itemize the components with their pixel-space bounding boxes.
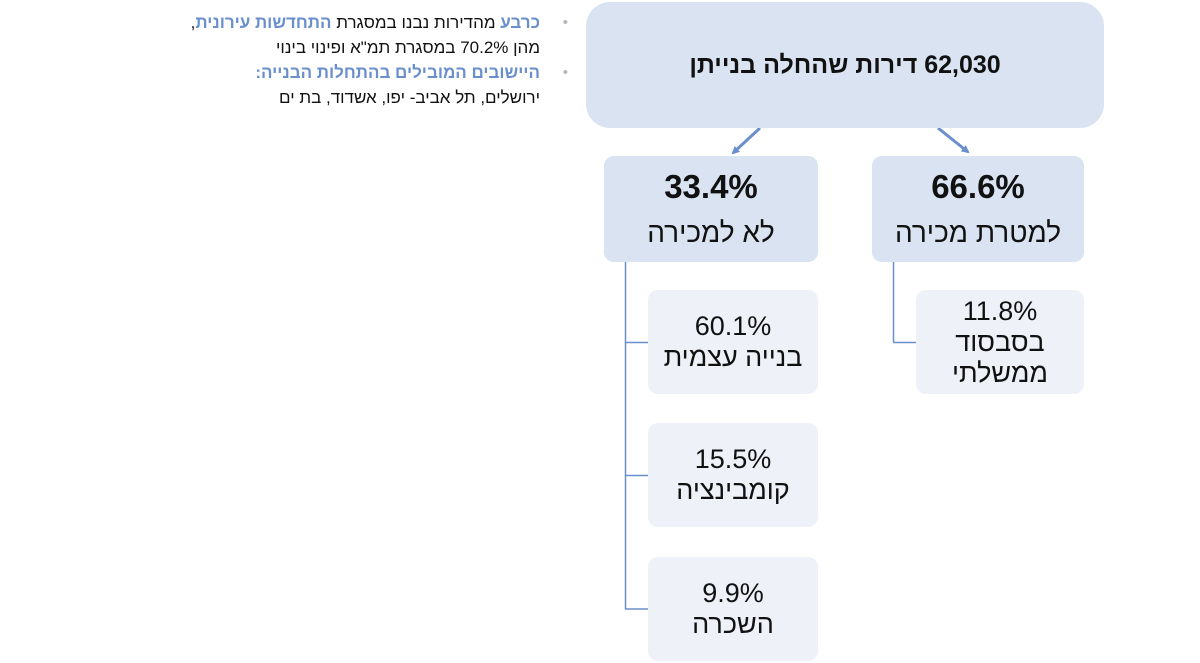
- note-line-2: מהן 70.2% במסגרת תמ"א ופינוי בינוי: [275, 38, 540, 57]
- node-percent: 15.5%: [694, 444, 772, 474]
- node-label: בנייה עצמית: [663, 342, 803, 372]
- arrow-to-not-for-sale: [731, 126, 762, 155]
- bullet-icon: •: [562, 64, 568, 81]
- note-line-1: כרבע מהדירות נבנו במסגרת התחדשות עירונית…: [40, 10, 540, 35]
- note-text: ,: [190, 13, 196, 32]
- notes-panel: • כרבע מהדירות נבנו במסגרת התחדשות עירונ…: [40, 10, 570, 110]
- node-label: קומבינציה: [676, 475, 790, 505]
- node-percent: 9.9%: [702, 578, 764, 608]
- node-label-line-2: ממשלתי: [952, 357, 1048, 388]
- note-text: מהדירות נבנו במסגרת: [331, 13, 501, 32]
- note-highlight-quarter: כרבע: [500, 13, 540, 32]
- note-cities-list: ירושלים, תל אביב- יפו, אשדוד, בת ים: [279, 88, 540, 107]
- node-percent: 60.1%: [694, 311, 772, 341]
- note-highlight-urban-renewal: התחדשות עירונית: [195, 13, 332, 32]
- node-self-construction: 60.1% בנייה עצמית: [648, 290, 818, 394]
- node-label-line-1: בסבסוד: [955, 326, 1045, 357]
- node-percent: 33.4%: [664, 168, 758, 205]
- bullet-icon: •: [562, 14, 568, 31]
- arrow-to-for-sale: [937, 126, 970, 154]
- note-leading-cities: • היישובים המובילים בהתחלות הבנייה: ירוש…: [40, 60, 570, 110]
- node-label: למטרת מכירה: [894, 217, 1062, 248]
- node-combination: 15.5% קומבינציה: [648, 423, 818, 527]
- node-for-sale: 66.6% למטרת מכירה: [872, 156, 1084, 262]
- node-government-subsidy: 11.8% בסבסוד ממשלתי: [916, 290, 1084, 394]
- node-label: לא למכירה: [647, 217, 775, 248]
- root-label: 62,030 דירות שהחלה בנייתן: [689, 50, 1001, 79]
- node-percent: 66.6%: [931, 168, 1025, 205]
- node-rental: 9.9% השכרה: [648, 557, 818, 661]
- node-label: השכרה: [692, 609, 774, 639]
- root-node: 62,030 דירות שהחלה בנייתן: [586, 2, 1104, 128]
- node-percent: 11.8%: [962, 295, 1038, 326]
- note-urban-renewal: • כרבע מהדירות נבנו במסגרת התחדשות עירונ…: [40, 10, 570, 60]
- node-not-for-sale: 33.4% לא למכירה: [604, 156, 818, 262]
- note-highlight-leading-cities: היישובים המובילים בהתחלות הבנייה:: [255, 63, 540, 82]
